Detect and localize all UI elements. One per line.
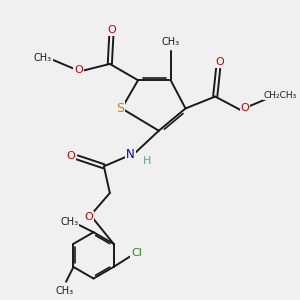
Text: CH₃: CH₃ — [56, 286, 74, 296]
Text: O: O — [74, 65, 83, 75]
Text: CH₃: CH₃ — [162, 37, 180, 47]
Text: O: O — [241, 103, 249, 113]
Text: O: O — [107, 25, 116, 35]
Text: Cl: Cl — [131, 248, 142, 258]
Text: CH₃: CH₃ — [60, 218, 78, 227]
Text: H: H — [143, 156, 152, 166]
Text: CH₃: CH₃ — [34, 53, 52, 63]
Text: O: O — [66, 151, 75, 161]
Text: CH₂CH₃: CH₂CH₃ — [264, 91, 297, 100]
Text: S: S — [116, 102, 124, 115]
Text: O: O — [85, 212, 93, 222]
Text: N: N — [126, 148, 135, 161]
Text: O: O — [215, 57, 224, 67]
